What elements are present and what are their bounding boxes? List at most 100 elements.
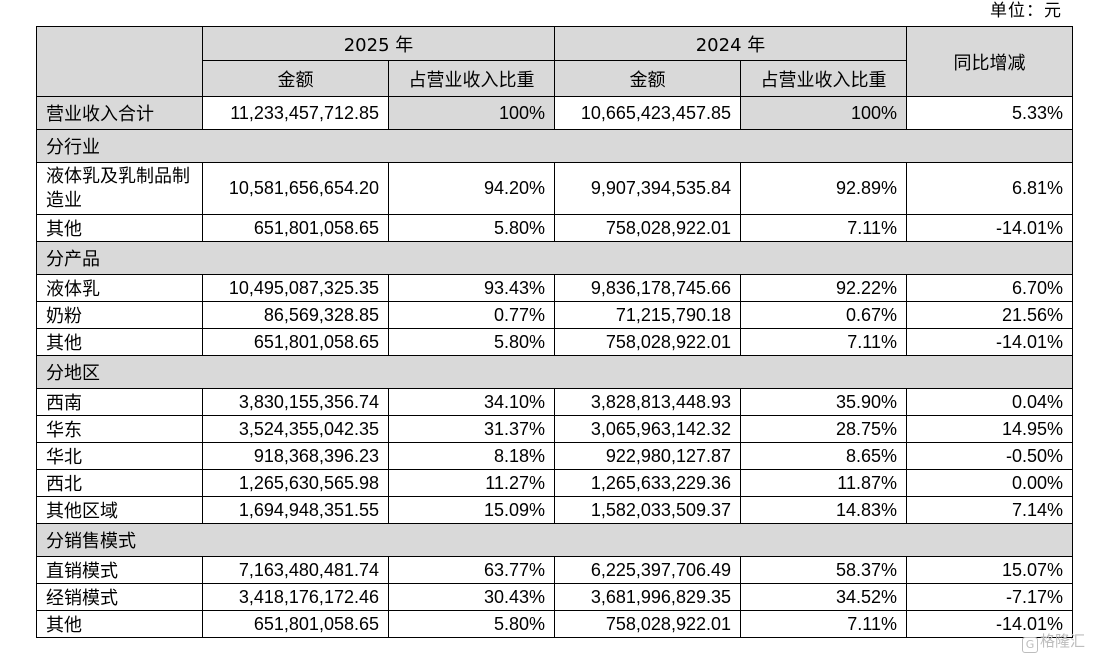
section-row: 分产品: [36, 241, 1073, 275]
cell-ratio-2025: 5.80%: [388, 610, 555, 638]
row-name: 其他: [36, 610, 203, 638]
cell-amount-2024: 758,028,922.01: [554, 328, 741, 356]
cell-ratio-2025: 5.80%: [388, 214, 555, 242]
section-row: 分行业: [36, 129, 1073, 163]
cell-ratio-2024: 0.67%: [740, 301, 907, 329]
cell-amount-2024: 922,980,127.87: [554, 442, 741, 470]
cell-amount-2025: 651,801,058.65: [202, 214, 389, 242]
cell-ratio-2024: 58.37%: [740, 556, 907, 584]
unit-label: 单位：元: [990, 1, 1062, 21]
cell-amount-2024: 3,828,813,448.93: [554, 388, 741, 416]
total-name: 营业收入合计: [36, 96, 203, 130]
table-row: 液体乳及乳制品制造业 10,581,656,654.20 94.20% 9,907,3…: [36, 162, 1073, 215]
header-row-years: 2025 年 2024 年 同比增减: [36, 26, 1073, 97]
table-row: 其他区域 1,694,948,351.55 15.09% 1,582,033,509.…: [36, 496, 1073, 524]
header-year-2024: 2024 年: [554, 26, 907, 61]
cell-amount-2025: 3,418,176,172.46: [202, 583, 389, 611]
row-name: 华北: [36, 442, 203, 470]
table-row: 直销模式 7,163,480,481.74 63.77% 6,225,397,706.…: [36, 556, 1073, 584]
total-yoy: 5.33%: [906, 96, 1073, 130]
table-row: 液体乳 10,495,087,325.35 93.43% 9,836,178,745.…: [36, 274, 1073, 302]
cell-amount-2024: 758,028,922.01: [554, 610, 741, 638]
table-row: 奶粉 86,569,328.85 0.77% 71,215,790.18 0.67% 21…: [36, 301, 1073, 329]
cell-yoy: 6.81%: [906, 162, 1073, 215]
row-name: 奶粉: [36, 301, 203, 329]
cell-amount-2025: 3,524,355,042.35: [202, 415, 389, 443]
cell-amount-2025: 918,368,396.23: [202, 442, 389, 470]
section-title: 分销售模式: [36, 523, 1073, 557]
row-name: 其他区域: [36, 496, 203, 524]
cell-amount-2024: 71,215,790.18: [554, 301, 741, 329]
header-amount-2025: 金额: [202, 60, 389, 97]
cell-amount-2025: 10,495,087,325.35: [202, 274, 389, 302]
table-row: 西北 1,265,630,565.98 11.27% 1,265,633,229.36…: [36, 469, 1073, 497]
cell-amount-2025: 10,581,656,654.20: [202, 162, 389, 215]
cell-ratio-2025: 63.77%: [388, 556, 555, 584]
header-yoy: 同比增减: [906, 26, 1073, 97]
cell-yoy: 15.07%: [906, 556, 1073, 584]
row-name: 直销模式: [36, 556, 203, 584]
table-row: 西南 3,830,155,356.74 34.10% 3,828,813,448.93…: [36, 388, 1073, 416]
cell-yoy: -14.01%: [906, 610, 1073, 638]
section-title: 分地区: [36, 355, 1073, 389]
total-amount-2025: 11,233,457,712.85: [202, 96, 389, 130]
cell-amount-2024: 6,225,397,706.49: [554, 556, 741, 584]
cell-yoy: 7.14%: [906, 496, 1073, 524]
cell-yoy: 0.04%: [906, 388, 1073, 416]
cell-ratio-2024: 11.87%: [740, 469, 907, 497]
cell-ratio-2024: 92.89%: [740, 162, 907, 215]
cell-ratio-2025: 8.18%: [388, 442, 555, 470]
header-row-columns: 金额 占营业收入比重 金额 占营业收入比重: [36, 60, 1073, 97]
revenue-table: 2025 年 2024 年 同比增减 金额 占营业收入比重 金额 占营业收入比重…: [36, 26, 1073, 638]
cell-amount-2024: 9,907,394,535.84: [554, 162, 741, 215]
cell-ratio-2024: 8.65%: [740, 442, 907, 470]
cell-amount-2025: 7,163,480,481.74: [202, 556, 389, 584]
row-name: 其他: [36, 328, 203, 356]
cell-ratio-2025: 34.10%: [388, 388, 555, 416]
row-name: 西南: [36, 388, 203, 416]
cell-amount-2025: 86,569,328.85: [202, 301, 389, 329]
table-row: 经销模式 3,418,176,172.46 30.43% 3,681,996,829.…: [36, 583, 1073, 611]
table-row: 华北 918,368,396.23 8.18% 922,980,127.87 8.65%…: [36, 442, 1073, 470]
cell-ratio-2024: 35.90%: [740, 388, 907, 416]
cell-ratio-2024: 7.11%: [740, 328, 907, 356]
cell-yoy: -0.50%: [906, 442, 1073, 470]
cell-yoy: 0.00%: [906, 469, 1073, 497]
total-ratio-2024: 100%: [740, 96, 907, 130]
cell-yoy: 6.70%: [906, 274, 1073, 302]
cell-ratio-2025: 11.27%: [388, 469, 555, 497]
cell-ratio-2024: 28.75%: [740, 415, 907, 443]
table-row: 其他 651,801,058.65 5.80% 758,028,922.01 7.11%…: [36, 610, 1073, 638]
cell-amount-2024: 1,265,633,229.36: [554, 469, 741, 497]
cell-ratio-2024: 7.11%: [740, 214, 907, 242]
cell-ratio-2024: 14.83%: [740, 496, 907, 524]
cell-amount-2025: 1,694,948,351.55: [202, 496, 389, 524]
cell-ratio-2025: 15.09%: [388, 496, 555, 524]
cell-yoy: -7.17%: [906, 583, 1073, 611]
cell-ratio-2025: 0.77%: [388, 301, 555, 329]
cell-ratio-2025: 30.43%: [388, 583, 555, 611]
cell-ratio-2025: 94.20%: [388, 162, 555, 215]
header-ratio-2025: 占营业收入比重: [388, 60, 555, 97]
cell-ratio-2025: 5.80%: [388, 328, 555, 356]
cell-amount-2024: 3,065,963,142.32: [554, 415, 741, 443]
section-row: 分地区: [36, 355, 1073, 389]
table-row: 其他 651,801,058.65 5.80% 758,028,922.01 7.11%…: [36, 214, 1073, 242]
watermark-text: 格隆汇: [1040, 632, 1086, 650]
section-title: 分行业: [36, 129, 1073, 163]
cell-amount-2024: 9,836,178,745.66: [554, 274, 741, 302]
row-name: 液体乳及乳制品制造业: [36, 162, 203, 215]
cell-amount-2024: 3,681,996,829.35: [554, 583, 741, 611]
cell-amount-2025: 651,801,058.65: [202, 610, 389, 638]
cell-yoy: -14.01%: [906, 328, 1073, 356]
cell-amount-2024: 1,582,033,509.37: [554, 496, 741, 524]
watermark-logo-icon: G: [1022, 637, 1038, 653]
cell-yoy: 14.95%: [906, 415, 1073, 443]
table-row: 华东 3,524,355,042.35 31.37% 3,065,963,142.32…: [36, 415, 1073, 443]
header-amount-2024: 金额: [554, 60, 741, 97]
cell-ratio-2024: 92.22%: [740, 274, 907, 302]
row-name: 其他: [36, 214, 203, 242]
cell-amount-2025: 651,801,058.65: [202, 328, 389, 356]
row-name: 经销模式: [36, 583, 203, 611]
header-corner: [36, 26, 203, 97]
